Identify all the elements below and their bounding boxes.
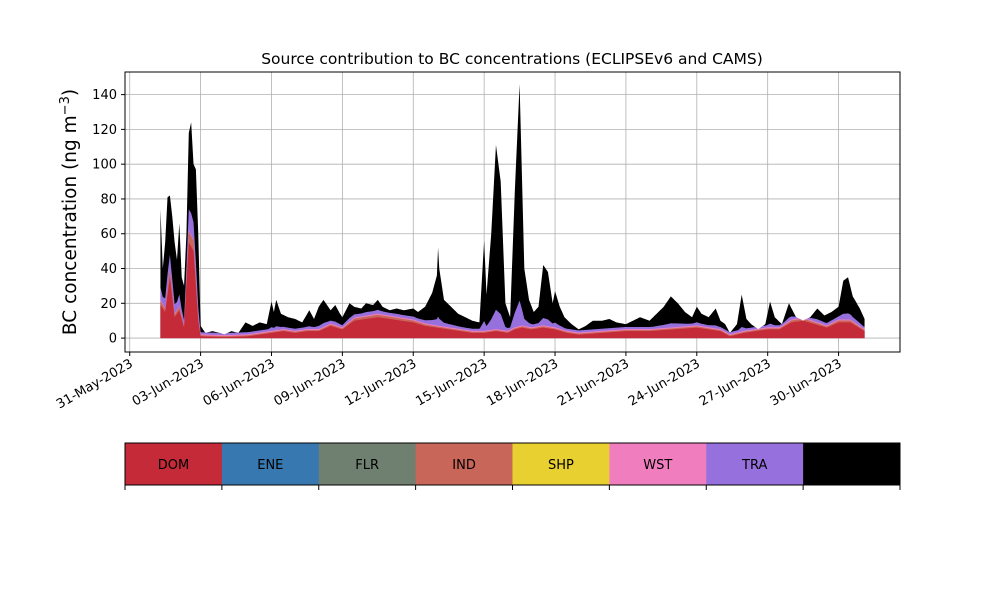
y-axis-label-exponent: −3 xyxy=(58,96,73,115)
x-tick-label: 09-Jun-2023 xyxy=(272,356,349,409)
colorbar-swatch-shp xyxy=(512,443,610,485)
x-tick-label: 27-Jun-2023 xyxy=(697,356,774,409)
y-axis-label: BC concentration (ng m−3) xyxy=(58,89,81,335)
colorbar-swatch-dom xyxy=(125,443,223,485)
colorbar-label-tra: TRA xyxy=(741,458,767,473)
y-axis-ticks: 0 20 40 60 80 100 120 140 xyxy=(92,88,125,347)
colorbar-label-ene: ENE xyxy=(257,458,283,473)
colorbar-swatch-bb xyxy=(803,443,901,485)
colorbar-swatch-tra xyxy=(706,443,804,485)
y-tick-label: 40 xyxy=(100,262,117,277)
x-tick-label: 06-Jun-2023 xyxy=(201,356,278,409)
area-dom xyxy=(160,242,865,339)
y-tick-label: 120 xyxy=(92,123,117,138)
plot-frame xyxy=(124,71,901,353)
colorbar-label-ind: IND xyxy=(452,458,476,473)
x-tick-label: 18-Jun-2023 xyxy=(484,356,561,409)
colorbar-swatch-ind xyxy=(415,443,513,485)
colorbar-label-dom: DOM xyxy=(158,458,189,473)
area-bb xyxy=(160,84,865,339)
x-tick-label: 21-Jun-2023 xyxy=(555,356,632,409)
x-tick-label: 12-Jun-2023 xyxy=(342,356,419,409)
colorbar-label-shp: SHP xyxy=(548,458,574,473)
x-tick-label: 24-Jun-2023 xyxy=(626,356,703,409)
colorbar-swatch-ene xyxy=(221,443,320,485)
colorbar-label-wst: WST xyxy=(643,458,672,473)
y-tick-label: 80 xyxy=(100,192,117,207)
x-tick-label: 31-May-2023 xyxy=(54,356,136,412)
colorbar-swatch-wst xyxy=(609,443,707,485)
y-tick-label: 140 xyxy=(92,88,117,103)
y-tick-label: 20 xyxy=(100,297,117,312)
colorbar-label-flr: FLR xyxy=(355,458,379,473)
x-axis-ticks: 31-May-202303-Jun-202306-Jun-202309-Jun-… xyxy=(54,352,845,412)
chart-title: Source contribution to BC concentrations… xyxy=(261,50,763,68)
stacked-areas xyxy=(160,84,865,339)
y-tick-label: 100 xyxy=(92,158,117,173)
colorbar-label-bb: BB xyxy=(843,458,861,473)
x-tick-label: 15-Jun-2023 xyxy=(413,356,490,409)
x-tick-label: 30-Jun-2023 xyxy=(768,356,845,409)
source-colorbar: DOM ENE FLR IND SHP WST TRA BB xyxy=(124,442,901,490)
y-tick-label: 60 xyxy=(100,227,117,242)
x-tick-label: 03-Jun-2023 xyxy=(130,356,207,409)
colorbar-swatch-flr xyxy=(318,443,417,485)
y-tick-label: 0 xyxy=(109,332,117,347)
